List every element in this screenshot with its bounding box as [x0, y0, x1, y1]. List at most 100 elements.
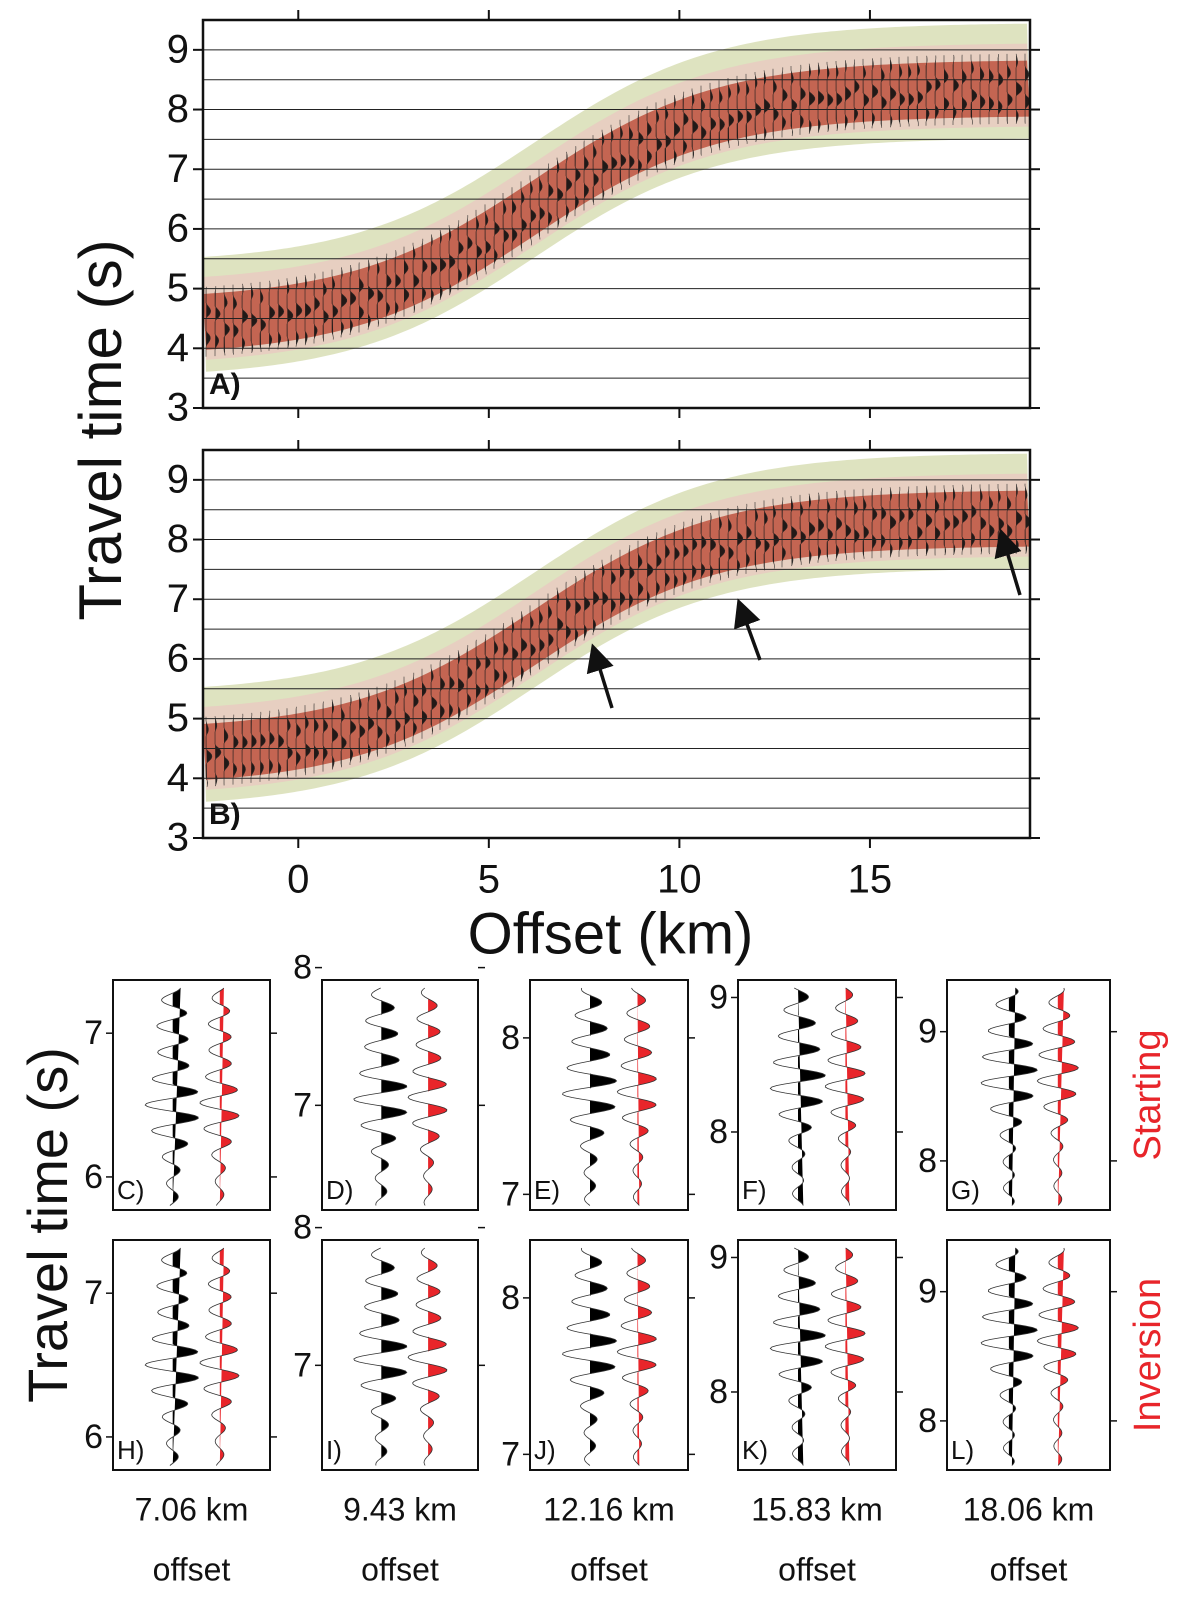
- seismic-trace: [709, 82, 716, 153]
- seismic-trace: [331, 699, 339, 770]
- seismic-trace: [466, 645, 473, 716]
- seismic-trace: [610, 124, 618, 195]
- y-tick-label: 9: [918, 1273, 937, 1311]
- wiggle-line: [144, 1247, 199, 1466]
- seismic-trace: [277, 709, 285, 780]
- seismic-trace: [394, 250, 401, 321]
- seismic-trace: [340, 267, 348, 338]
- wiggle-line: [199, 1247, 240, 1466]
- wiggle-fill: [798, 1248, 826, 1466]
- wiggle-fill: [428, 1248, 447, 1466]
- seismic-trace: [709, 512, 717, 583]
- y-tick-label: 7: [84, 1274, 103, 1312]
- plot-frame: [201, 448, 1032, 840]
- seismic-trace: [448, 225, 456, 296]
- plot-frame: [529, 1239, 689, 1471]
- y-tick-label: 3: [167, 386, 189, 430]
- seismic-trace: [493, 198, 500, 269]
- seismic-trace: [214, 716, 222, 787]
- seismic-trace: [988, 484, 995, 555]
- seismic-trace: [376, 686, 383, 757]
- plot-frame: [946, 979, 1111, 1211]
- seismic-trace: [745, 73, 752, 144]
- seismic-trace: [457, 220, 464, 291]
- panel-label: E): [534, 1175, 560, 1205]
- y-tick-label: 8: [501, 1019, 520, 1057]
- wiggle-fill: [428, 988, 447, 1206]
- y-tick-label: 9: [709, 978, 728, 1016]
- seismic-trace: [898, 56, 906, 127]
- wiggle-line: [824, 987, 866, 1206]
- seismic-trace: [484, 204, 491, 275]
- y-tick-label: 8: [709, 1113, 728, 1151]
- seismic-trace: [781, 67, 788, 138]
- panel-label: B): [209, 798, 241, 831]
- seismic-trace: [457, 650, 465, 721]
- wiggle-line: [407, 987, 448, 1206]
- wiggle-line: [562, 987, 618, 1206]
- wiggle-fill: [798, 988, 826, 1206]
- panel-label: J): [534, 1435, 556, 1465]
- seismic-trace: [907, 56, 914, 127]
- seismic-trace: [430, 234, 438, 305]
- seismic-trace: [421, 238, 428, 309]
- seismic-trace: [610, 554, 616, 625]
- wiggle-fill: [590, 988, 617, 1206]
- seismic-trace: [916, 56, 924, 127]
- seismic-trace: [349, 694, 357, 765]
- x-tick-label: 0: [287, 858, 309, 902]
- y-tick-label: 4: [167, 756, 189, 800]
- wiggle-fill: [381, 1248, 407, 1466]
- y-tick-label: 7: [501, 1175, 520, 1213]
- wiggle-line: [199, 987, 240, 1206]
- seismic-trace: [376, 256, 384, 327]
- row-label: Inversion: [1127, 1278, 1169, 1432]
- seismic-trace: [673, 525, 680, 596]
- seismic-trace: [700, 85, 707, 156]
- y-tick-label: 9: [167, 457, 189, 501]
- seismic-trace: [304, 275, 312, 346]
- seismic-image: [203, 23, 1030, 372]
- seismic-trace: [817, 492, 825, 563]
- seismic-trace: [520, 611, 528, 682]
- wiggle-fill: [381, 988, 407, 1206]
- seismic-trace: [727, 78, 735, 149]
- seismic-trace: [259, 711, 266, 782]
- seismic-trace: [691, 88, 699, 159]
- seismic-trace: [313, 703, 320, 774]
- x-tick-label: 15: [848, 858, 893, 902]
- seismic-trace: [1024, 53, 1030, 124]
- seismic-trace: [979, 484, 987, 555]
- column-caption: 9.43 km: [343, 1491, 457, 1527]
- seismic-trace: [529, 605, 536, 676]
- seismic-trace: [997, 54, 1004, 125]
- wiggle-line: [980, 987, 1038, 1206]
- seismic-trace: [943, 485, 951, 556]
- seismic-trace: [781, 497, 788, 568]
- y-tick-label: 6: [84, 1158, 103, 1196]
- column-caption: 15.83 km: [751, 1491, 883, 1527]
- seismic-trace: [232, 284, 239, 355]
- seismic-trace: [664, 528, 670, 599]
- seismic-trace: [394, 680, 401, 751]
- seismic-trace: [1006, 53, 1013, 124]
- seismic-trace: [403, 676, 411, 747]
- seismic-trace: [412, 672, 419, 743]
- seismic-trace: [313, 273, 320, 344]
- seismic-trace: [619, 549, 626, 620]
- seismic-trace: [844, 490, 852, 561]
- seismic-trace: [790, 66, 798, 137]
- plot-frame: [529, 979, 689, 1211]
- plot-frame: [321, 1239, 479, 1471]
- seismic-trace: [331, 269, 339, 340]
- seismic-trace: [592, 135, 599, 206]
- seismic-trace: [835, 60, 843, 132]
- seismic-image: [203, 453, 1030, 802]
- column-caption: 18.06 km: [963, 1491, 1095, 1527]
- seismic-trace: [808, 63, 816, 134]
- plot-frame: [946, 1239, 1111, 1471]
- seismic-trace: [673, 94, 681, 166]
- seismic-trace: [268, 710, 275, 781]
- seismic-trace: [403, 246, 410, 317]
- seismic-trace: [853, 489, 860, 560]
